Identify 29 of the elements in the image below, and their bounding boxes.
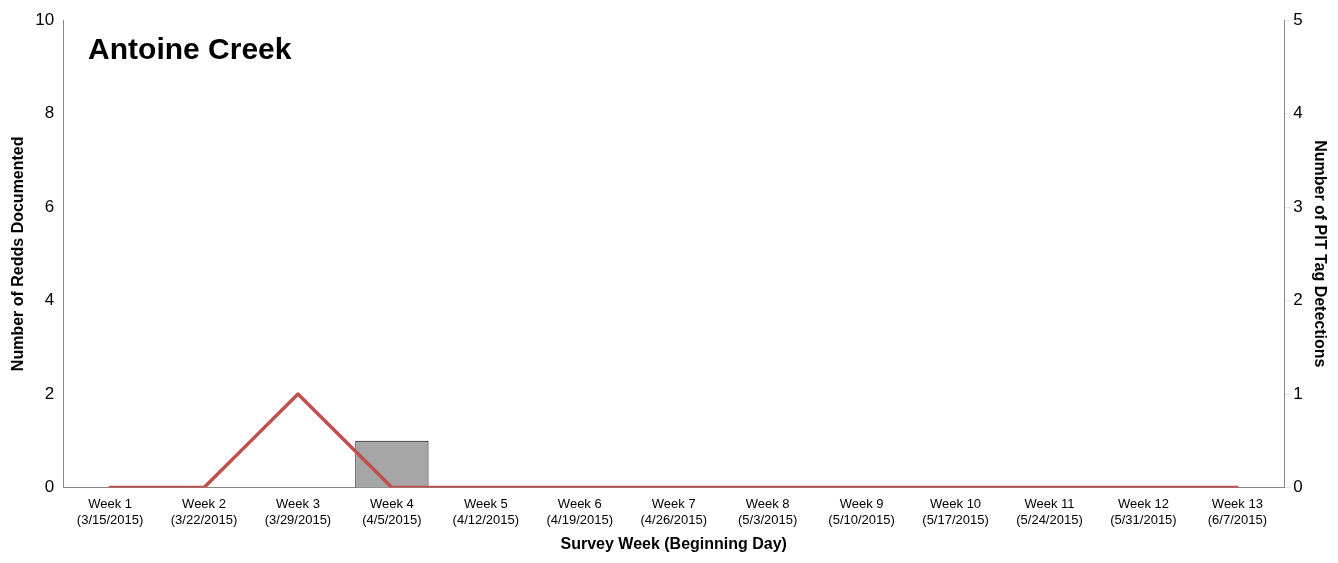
y2-tick-label: 4 <box>1293 103 1303 123</box>
y-tick-label: 8 <box>44 103 55 123</box>
y-tick-label: 2 <box>44 383 55 403</box>
x-tick-label: Week 13 (6/7/2015) <box>1207 495 1268 527</box>
x-tick-label: Week 10 (5/17/2015) <box>922 495 989 527</box>
y2-tick-label: 5 <box>1293 9 1303 29</box>
y2-tick-label: 0 <box>1293 477 1303 497</box>
x-tick-label: Week 11 (5/24/2015) <box>1016 495 1083 527</box>
y2-tick-label: 3 <box>1293 196 1303 216</box>
x-tick-label: Week 4 (4/5/2015) <box>362 495 422 527</box>
x-tick-label: Week 3 (3/29/2015) <box>264 495 332 527</box>
y-tick-label: 0 <box>44 477 55 497</box>
y-tick-label: 10 <box>35 9 55 29</box>
x-tick-label: Week 5 (4/12/2015) <box>452 495 520 527</box>
x-tick-label: Week 2 (3/22/2015) <box>170 495 238 527</box>
y2-tick-label: 2 <box>1293 290 1303 310</box>
x-tick-label: Week 6 (4/19/2015) <box>546 495 614 527</box>
y2-tick-label: 1 <box>1293 383 1303 403</box>
x-tick-label: Week 8 (5/3/2015) <box>738 495 798 527</box>
x-tick-label: Week 9 (5/10/2015) <box>828 495 895 527</box>
y2-axis-title: Number of PIT Tag Detections <box>1311 140 1329 368</box>
x-tick-label: Week 7 (4/26/2015) <box>640 495 707 527</box>
x-tick-label: Week 1 (3/15/2015) <box>76 495 144 527</box>
y-axis-title: Number of Redds Documented <box>9 136 27 372</box>
chart-title: Antoine Creek <box>88 32 292 66</box>
x-tick-label: Week 12 (5/31/2015) <box>1110 495 1177 527</box>
x-axis-title: Survey Week (Beginning Day) <box>560 534 787 552</box>
y-tick-label: 4 <box>44 290 55 310</box>
y-tick-label: 6 <box>44 196 55 216</box>
